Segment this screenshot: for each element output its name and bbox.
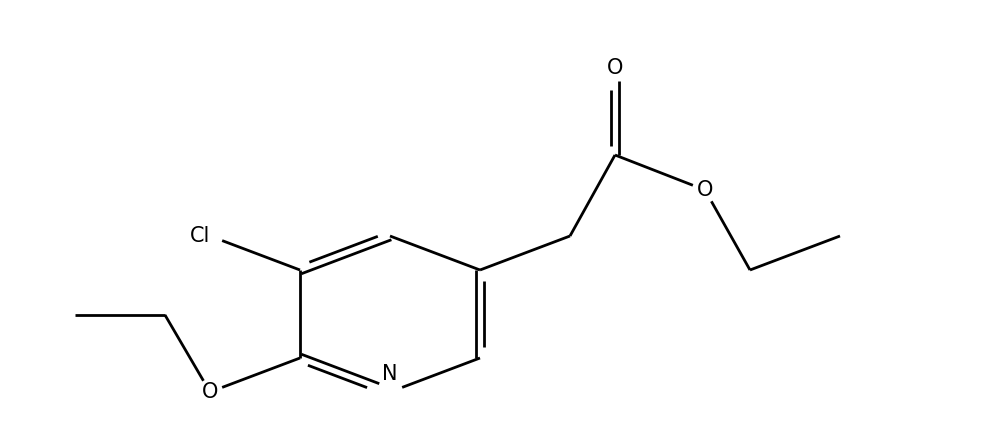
Text: N: N	[382, 364, 398, 384]
Text: Cl: Cl	[190, 226, 211, 246]
Text: O: O	[607, 58, 624, 78]
Text: O: O	[202, 382, 218, 402]
Text: O: O	[697, 180, 713, 200]
